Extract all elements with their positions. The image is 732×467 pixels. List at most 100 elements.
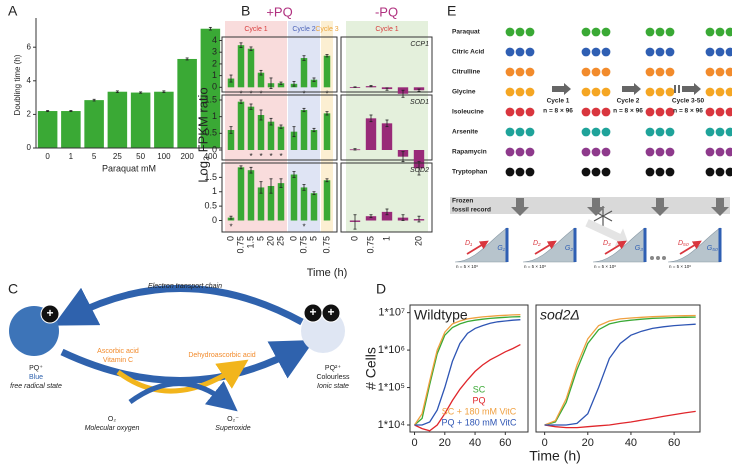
growth-label: G₃ [635, 245, 643, 252]
x-tick-label: 25 [113, 152, 122, 161]
gene-label: SOD2 [410, 167, 429, 174]
well-dot [645, 87, 655, 97]
x-tick-label: 0 [411, 437, 417, 449]
bar [154, 91, 174, 148]
well-dot [645, 167, 655, 177]
significance: * [239, 89, 242, 98]
charge: + [309, 305, 316, 319]
death-arrow [466, 240, 489, 255]
bar [267, 186, 275, 221]
charge-badge [40, 304, 60, 324]
population-n: n = 5 × 10⁶ [456, 264, 478, 269]
bar [237, 45, 245, 88]
x-tick-label: 0 [225, 236, 235, 241]
x-axis-label: Paraquat mM [102, 163, 156, 173]
significance: * [259, 89, 262, 98]
well-dot [715, 147, 725, 157]
bar [310, 130, 318, 150]
y-tick-label: 1*10⁷ [378, 307, 405, 319]
well-dot [591, 87, 601, 97]
well-dot [505, 87, 515, 97]
row-label: Tryptophan [452, 169, 487, 176]
step-arrow [552, 83, 571, 95]
well-dot [525, 47, 535, 57]
x-tick-label: 40 [625, 437, 637, 449]
significance: * [302, 223, 305, 232]
well-dot [725, 107, 732, 117]
bar [130, 92, 151, 148]
reductant: Vitamin C [103, 357, 133, 364]
row-label: Citric Acid [452, 49, 484, 56]
well-dot [591, 127, 601, 137]
bar [227, 130, 235, 150]
well-dot [505, 147, 515, 157]
x-tick-label: 200 [180, 152, 194, 161]
x-tick-label: 1.5 [245, 236, 255, 249]
well-dot [581, 67, 591, 77]
bar [257, 187, 265, 221]
death-label: D₂ [533, 240, 541, 247]
bar [310, 193, 318, 221]
well-dot [525, 127, 535, 137]
bar [257, 72, 265, 88]
series-line [414, 319, 521, 426]
well-dot [665, 27, 675, 37]
well-dot [515, 167, 525, 177]
well-dot [515, 127, 525, 137]
species-state: free radical state [10, 383, 62, 390]
bar [177, 58, 197, 148]
bar [247, 106, 255, 150]
significance: * [249, 152, 252, 161]
well-dot [525, 27, 535, 37]
bar [323, 180, 331, 221]
well-dot [515, 67, 525, 77]
legend-entry: SC + 180 mM VitC [442, 406, 517, 416]
bar [257, 115, 265, 150]
ellipsis [650, 256, 654, 260]
formula-name: Superoxide [215, 425, 251, 432]
bar [277, 183, 285, 221]
y-tick-label: 2 [212, 58, 217, 68]
growth-label: G₁ [497, 245, 505, 252]
panel-label: D [376, 281, 386, 297]
series-line [544, 323, 696, 426]
x-tick-label: 40 [469, 437, 481, 449]
growth-label: G₅₀ [707, 245, 718, 252]
step-n: n = 8 × 96 [673, 108, 703, 115]
row-frame [221, 36, 338, 93]
y-tick-label: 4 [27, 76, 32, 85]
row-frame [221, 162, 338, 233]
bar [413, 150, 425, 169]
well-dot [505, 167, 515, 177]
bar [267, 121, 275, 150]
fossil-band [450, 197, 730, 214]
bar [381, 123, 393, 150]
well-dot [591, 67, 601, 77]
bar [200, 28, 221, 148]
x-tick-label: 60 [499, 437, 511, 449]
well-dot [715, 47, 725, 57]
well-dot [505, 67, 515, 77]
ellipsis [662, 256, 666, 260]
plot-frame [409, 304, 529, 433]
legend-entry: PQ + 180 mM VitC [441, 417, 517, 427]
well-dot [581, 107, 591, 117]
cycle-label: Cycle 3 [315, 26, 338, 33]
x-tick-label: 0 [349, 236, 359, 241]
vitc-arrow [116, 359, 249, 394]
death-arrow [604, 240, 627, 255]
row-label: Glycine [452, 89, 476, 96]
panel-title: +PQ [266, 4, 292, 19]
significance: * [325, 89, 328, 98]
well-dot [655, 27, 665, 37]
x-tick-label: 5 [308, 236, 318, 241]
cycle-label: Cycle 1 [244, 26, 267, 33]
population-n: n = 5 × 10⁶ [594, 264, 616, 269]
bar [310, 79, 318, 88]
species-color: Blue [29, 374, 43, 381]
well-dot [715, 127, 725, 137]
series-line [544, 410, 696, 429]
y-tick-label: 4 [212, 35, 217, 45]
well-dot [581, 167, 591, 177]
well-dot [601, 27, 611, 37]
